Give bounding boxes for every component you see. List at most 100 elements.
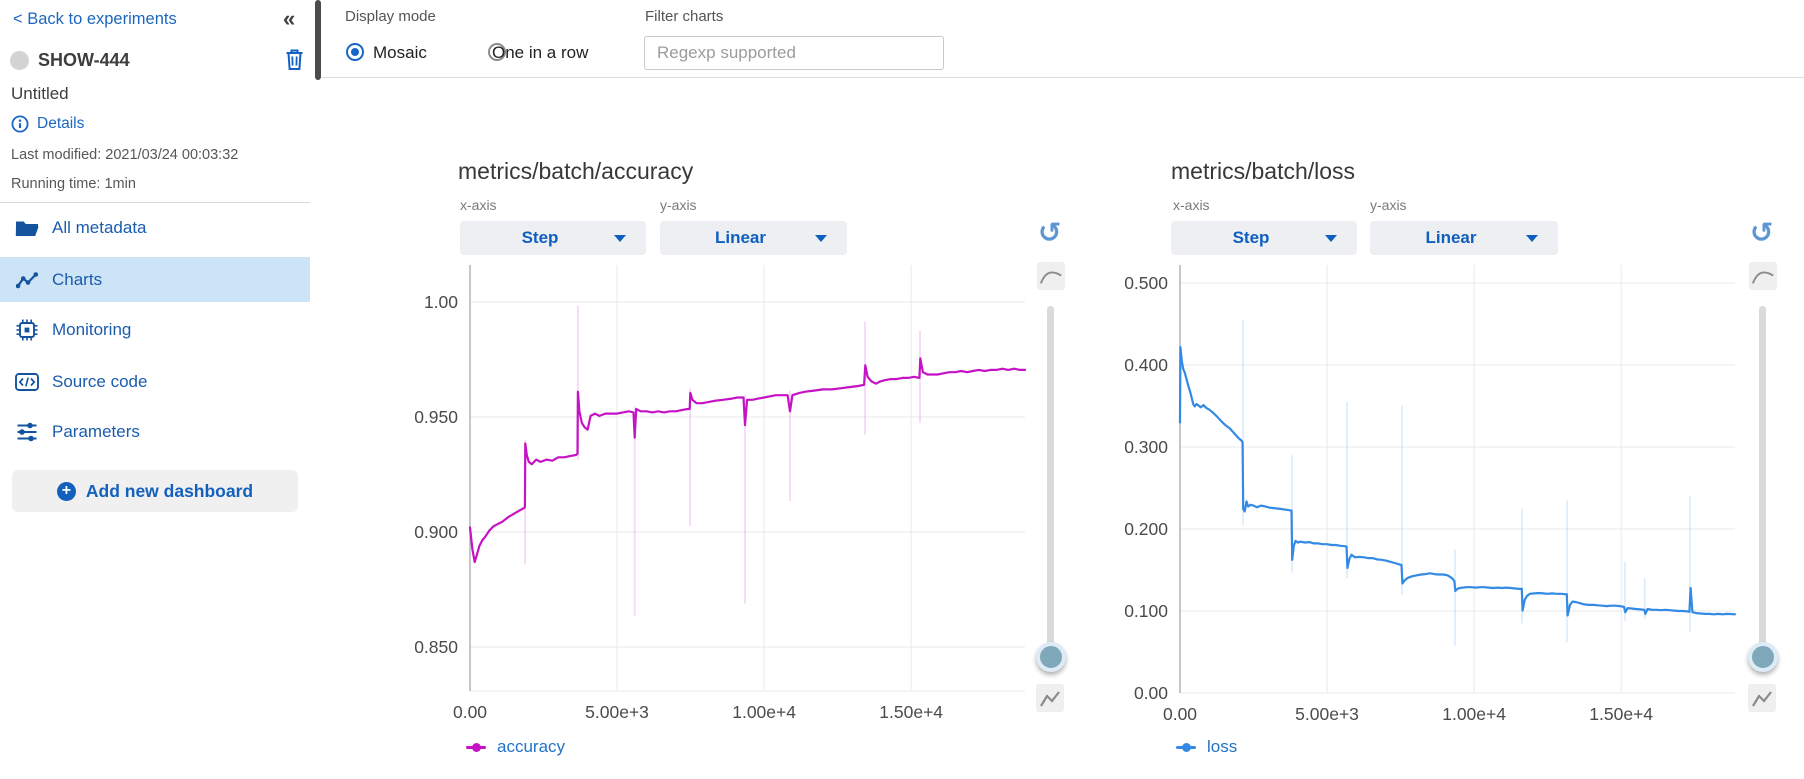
- chevron-down-icon: [1526, 235, 1538, 242]
- svg-text:0.850: 0.850: [414, 637, 458, 657]
- smoothing-curve-button[interactable]: [1037, 262, 1065, 290]
- sidebar-item-label: Source code: [52, 372, 148, 391]
- back-to-experiments-link[interactable]: < Back to experiments: [13, 10, 177, 28]
- sidebar-item-charts[interactable]: Charts: [0, 257, 310, 302]
- x-axis-mini-label: x-axis: [460, 197, 497, 213]
- svg-text:0.900: 0.900: [414, 522, 458, 542]
- sidebar: < Back to experiments « SHOW-444 Untitle…: [0, 0, 310, 779]
- legend-label: accuracy: [497, 737, 566, 756]
- svg-text:5.00e+3: 5.00e+3: [1295, 704, 1359, 724]
- svg-text:1.50e+4: 1.50e+4: [1589, 704, 1653, 724]
- experiment-status-dot: [10, 51, 29, 70]
- display-mode-label: Display mode: [345, 8, 436, 25]
- add-new-dashboard-button[interactable]: + Add new dashboard: [12, 470, 298, 512]
- x-axis-mini-label: x-axis: [1173, 197, 1210, 213]
- radio-mosaic-label[interactable]: Mosaic: [373, 43, 427, 62]
- svg-text:1.00e+4: 1.00e+4: [732, 702, 796, 722]
- running-time-text: Running time: 1min: [11, 176, 136, 192]
- zigzag-line-icon: [1752, 691, 1772, 707]
- svg-text:0.500: 0.500: [1124, 273, 1168, 293]
- x-axis-dropdown[interactable]: Step: [1171, 221, 1357, 255]
- zigzag-line-icon: [1040, 691, 1060, 707]
- smoothing-slider-handle[interactable]: [1748, 642, 1778, 672]
- raw-data-button[interactable]: [1748, 684, 1776, 712]
- add-new-dashboard-label: Add new dashboard: [85, 480, 254, 501]
- line-chart-icon: [14, 271, 40, 289]
- radio-one-in-a-row-label[interactable]: One in a row: [492, 43, 589, 62]
- sidebar-item-monitoring[interactable]: Monitoring: [0, 307, 310, 353]
- code-icon: [14, 373, 40, 391]
- svg-text:0.300: 0.300: [1124, 437, 1168, 457]
- legend-marker: [466, 742, 486, 752]
- radio-one-in-a-row[interactable]: [488, 43, 507, 61]
- legend-marker: [1176, 742, 1196, 752]
- y-axis-mini-label: y-axis: [1370, 197, 1407, 213]
- details-link[interactable]: Details: [11, 115, 84, 133]
- plus-icon: +: [56, 481, 76, 501]
- svg-text:1.00: 1.00: [424, 292, 458, 312]
- legend-label: loss: [1207, 737, 1238, 756]
- chart-title: metrics/batch/accuracy: [458, 158, 694, 184]
- legend-loss[interactable]: loss: [1176, 737, 1237, 757]
- sidebar-item-label: Charts: [52, 269, 103, 289]
- reset-zoom-icon[interactable]: ↺: [1750, 216, 1774, 249]
- radio-mosaic[interactable]: [346, 43, 364, 61]
- smoothing-slider-handle[interactable]: [1036, 642, 1066, 672]
- svg-text:0.100: 0.100: [1124, 601, 1168, 621]
- sidebar-item-label: All metadata: [52, 218, 147, 237]
- sidebar-item-label: Parameters: [52, 422, 140, 441]
- svg-text:0.400: 0.400: [1124, 355, 1168, 375]
- sidebar-item-label: Monitoring: [52, 320, 132, 339]
- svg-text:0.00: 0.00: [1163, 704, 1197, 724]
- svg-text:1.50e+4: 1.50e+4: [879, 702, 943, 722]
- y-axis-dropdown[interactable]: Linear: [1370, 221, 1558, 255]
- svg-text:0.00: 0.00: [1134, 683, 1168, 703]
- svg-text:0.950: 0.950: [414, 407, 458, 427]
- chevron-down-icon: [614, 235, 626, 242]
- trash-icon[interactable]: [285, 48, 304, 76]
- svg-text:0.200: 0.200: [1124, 519, 1168, 539]
- smoothing-slider-track[interactable]: [1047, 306, 1054, 647]
- legend-accuracy[interactable]: accuracy: [466, 737, 565, 757]
- loss-plot[interactable]: 0.00 0.100 0.200 0.300 0.400 0.500 0.00 5.00e+3…: [1080, 252, 1760, 752]
- sidebar-item-all-metadata[interactable]: All metadata: [0, 205, 310, 251]
- folder-icon: [14, 219, 40, 238]
- experiment-id: SHOW-444: [38, 50, 130, 70]
- last-modified-text: Last modified: 2021/03/24 00:03:32: [11, 147, 239, 163]
- y-axis-dropdown-value: Linear: [1425, 228, 1477, 247]
- svg-text:5.00e+3: 5.00e+3: [585, 702, 649, 722]
- collapse-sidebar-icon[interactable]: «: [283, 6, 296, 31]
- chevron-down-icon: [1325, 235, 1337, 242]
- reset-zoom-icon[interactable]: ↺: [1038, 216, 1062, 249]
- sidebar-item-source-code[interactable]: Source code: [0, 359, 310, 405]
- smoothing-curve-icon: [1039, 271, 1062, 284]
- svg-text:1.00e+4: 1.00e+4: [1442, 704, 1506, 724]
- info-icon: [11, 115, 29, 133]
- accuracy-plot[interactable]: 1.00 0.950 0.900 0.850 0.00 5.00e+3 1.00e+4 1.5…: [370, 252, 1050, 752]
- sidebar-scrollbar[interactable]: [315, 0, 321, 80]
- sliders-icon: [14, 422, 40, 442]
- toolbar-bottom-border: [322, 77, 1804, 78]
- toolbar: Display mode Mosaic One in a row Filter …: [0, 0, 1804, 78]
- x-axis-dropdown-value: Step: [521, 228, 559, 247]
- y-axis-dropdown[interactable]: Linear: [660, 221, 847, 255]
- chevron-down-icon: [815, 235, 827, 242]
- x-axis-dropdown[interactable]: Step: [460, 221, 646, 255]
- svg-text:0.00: 0.00: [453, 702, 487, 722]
- x-axis-dropdown-value: Step: [1232, 228, 1270, 247]
- chart-title: metrics/batch/loss: [1171, 158, 1356, 184]
- experiment-name: Untitled: [11, 84, 69, 103]
- y-axis-mini-label: y-axis: [660, 197, 697, 213]
- smoothing-slider-track[interactable]: [1759, 306, 1766, 647]
- smoothing-curve-icon: [1751, 271, 1774, 284]
- filter-charts-label: Filter charts: [645, 8, 724, 25]
- raw-data-button[interactable]: [1036, 684, 1064, 712]
- sidebar-item-parameters[interactable]: Parameters: [0, 409, 310, 455]
- smoothing-curve-button[interactable]: [1749, 262, 1777, 290]
- sidebar-divider: [0, 202, 310, 203]
- details-label: Details: [37, 115, 85, 132]
- cpu-icon: [14, 319, 40, 341]
- filter-charts-input[interactable]: [644, 36, 944, 70]
- y-axis-dropdown-value: Linear: [714, 228, 767, 247]
